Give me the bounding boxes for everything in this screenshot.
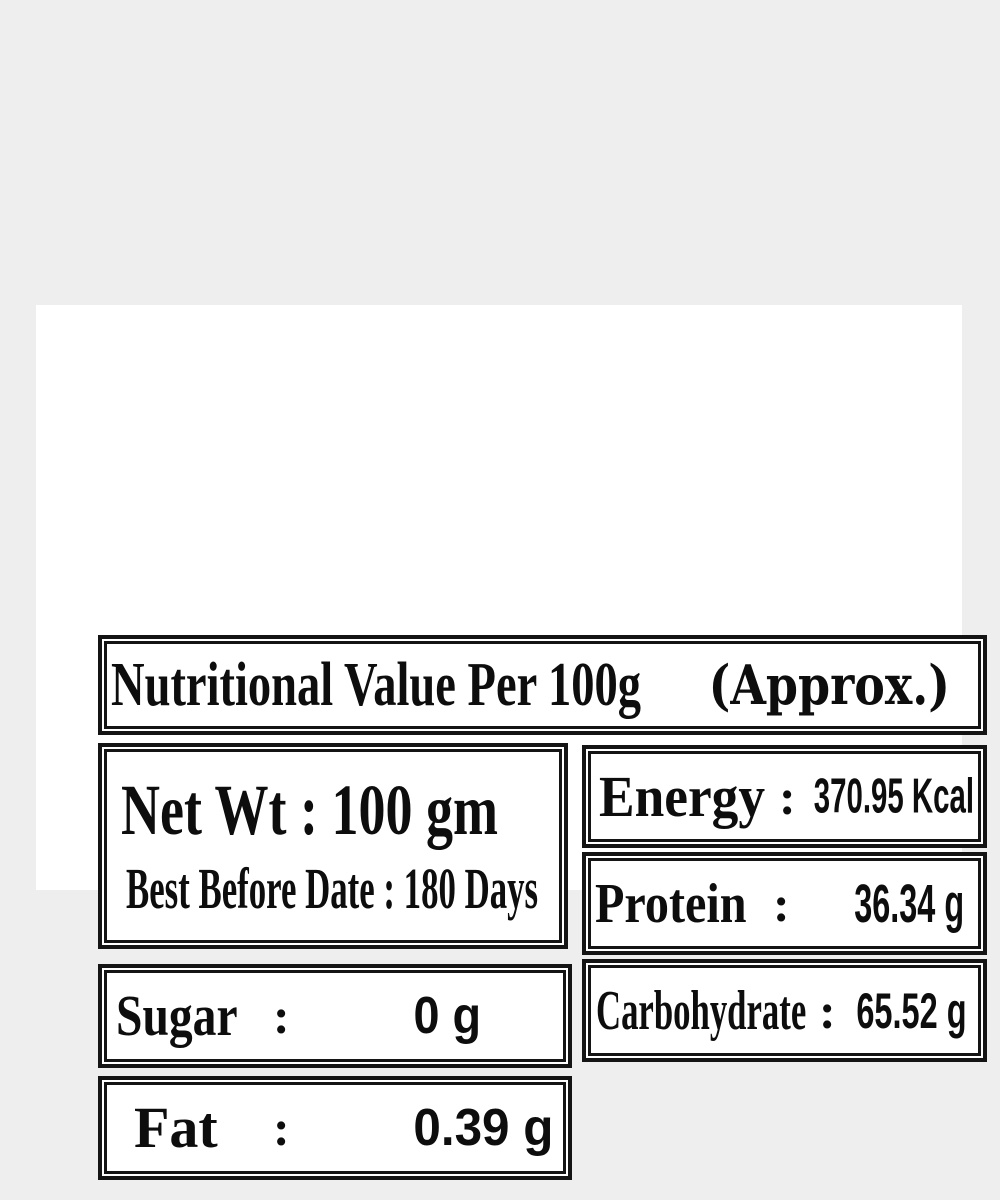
carbohydrate-label: Carbohydrate [596, 979, 807, 1042]
net-weight-box: Net Wt : 100 gm Best Before Date : 180 D… [98, 743, 568, 949]
protein-colon: : [773, 875, 790, 932]
sugar-box-inner: Sugar : 0 g [104, 970, 566, 1062]
title-box-inner: Nutritional Value Per 100g (Approx.) [104, 641, 981, 729]
title-approx-text: (Approx.) [708, 653, 950, 717]
fat-label: Fat [134, 1095, 218, 1160]
net-weight-label: Net Wt [121, 770, 287, 850]
fat-value: 0.39 g [412, 1099, 553, 1157]
net-weight-box-inner: Net Wt : 100 gm Best Before Date : 180 D… [104, 749, 562, 943]
carbohydrate-box: Carbohydrate : 65.52 g [582, 959, 987, 1062]
protein-value: 36.34 g [854, 873, 964, 934]
energy-box-inner: Energy : 370.95 Kcal [588, 751, 981, 842]
sugar-value: 0 g [413, 987, 481, 1045]
best-before-label: Best Before Date [126, 856, 375, 921]
sugar-label: Sugar [116, 983, 238, 1048]
net-weight-value: 100 gm [331, 770, 498, 850]
protein-box-inner: Protein : 36.34 g [588, 858, 981, 949]
carbohydrate-value: 65.52 g [856, 982, 967, 1039]
title-text: Nutritional Value Per 100g [111, 651, 642, 719]
title-box: Nutritional Value Per 100g (Approx.) [98, 635, 987, 735]
net-weight-colon: : [299, 770, 318, 850]
energy-colon: : [779, 768, 796, 825]
energy-label: Energy [599, 763, 766, 829]
carbohydrate-colon: : [819, 982, 836, 1039]
fat-box-inner: Fat : 0.39 g [104, 1082, 566, 1174]
protein-label: Protein [595, 872, 747, 935]
protein-box: Protein : 36.34 g [582, 852, 987, 955]
fat-colon: : [273, 1100, 290, 1156]
best-before-value: 180 Days [403, 856, 539, 921]
energy-value: 370.95 Kcal [813, 769, 974, 823]
fat-box: Fat : 0.39 g [98, 1076, 572, 1180]
best-before-colon: : [383, 856, 395, 921]
carbohydrate-box-inner: Carbohydrate : 65.52 g [588, 965, 981, 1056]
energy-box: Energy : 370.95 Kcal [582, 745, 987, 848]
best-before-line: Best Before Date : 180 Days [126, 860, 538, 918]
sugar-colon: : [273, 988, 290, 1044]
label-card: Nutritional Value Per 100g (Approx.) Net… [36, 305, 987, 1180]
sugar-box: Sugar : 0 g [98, 964, 572, 1068]
net-weight-line: Net Wt : 100 gm [121, 774, 498, 846]
